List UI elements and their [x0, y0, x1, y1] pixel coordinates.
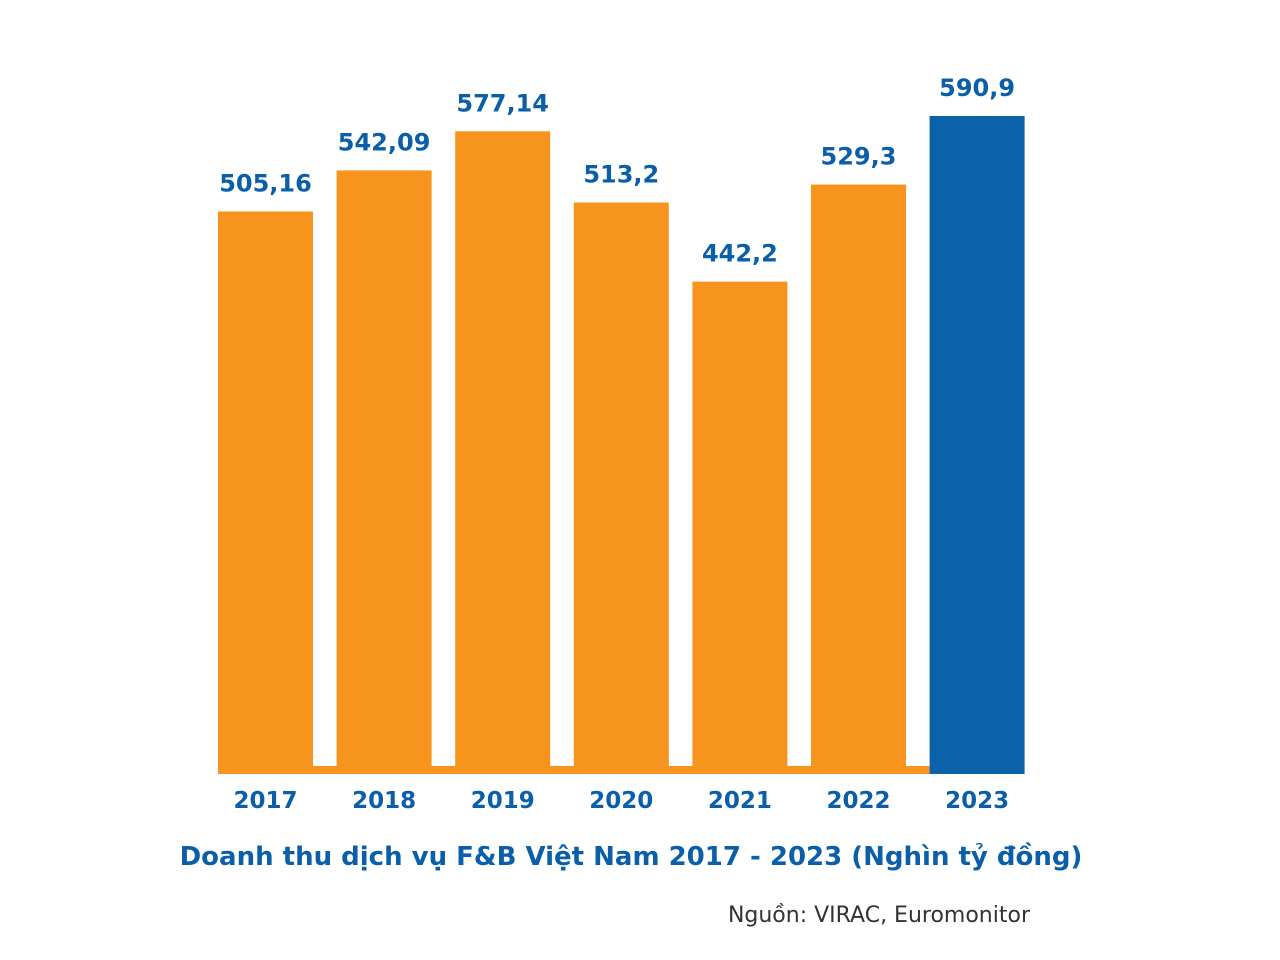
bar-2022	[811, 184, 906, 775]
bar-2023	[929, 116, 1025, 774]
x-tick-label-2023: 2023	[945, 788, 1009, 814]
bar-2019	[455, 131, 551, 775]
data-label-2020: 513,2	[583, 161, 659, 189]
chart-source: Nguồn: VIRAC, Euromonitor	[727, 903, 1030, 928]
x-tick-label-2022: 2022	[826, 788, 890, 814]
bar-2018	[336, 170, 432, 774]
x-tick-label-2018: 2018	[352, 788, 416, 814]
chart-title: Doanh thu dịch vụ F&B Việt Nam 2017 - 20…	[179, 842, 1083, 872]
bar-2017	[218, 211, 313, 774]
bar-2020	[573, 202, 669, 774]
data-label-2021: 442,2	[702, 240, 778, 268]
data-label-2023: 590,9	[939, 74, 1015, 102]
x-tick-label-2017: 2017	[233, 788, 297, 814]
x-tick-label-2020: 2020	[589, 788, 653, 814]
x-tick-label-2019: 2019	[471, 788, 535, 814]
x-tick-label-2021: 2021	[708, 788, 772, 814]
data-label-2019: 577,14	[456, 89, 549, 117]
data-label-2022: 529,3	[821, 143, 897, 171]
bar-2021	[692, 281, 788, 774]
data-label-2017: 505,16	[219, 170, 312, 198]
data-label-2018: 542,09	[338, 128, 431, 156]
